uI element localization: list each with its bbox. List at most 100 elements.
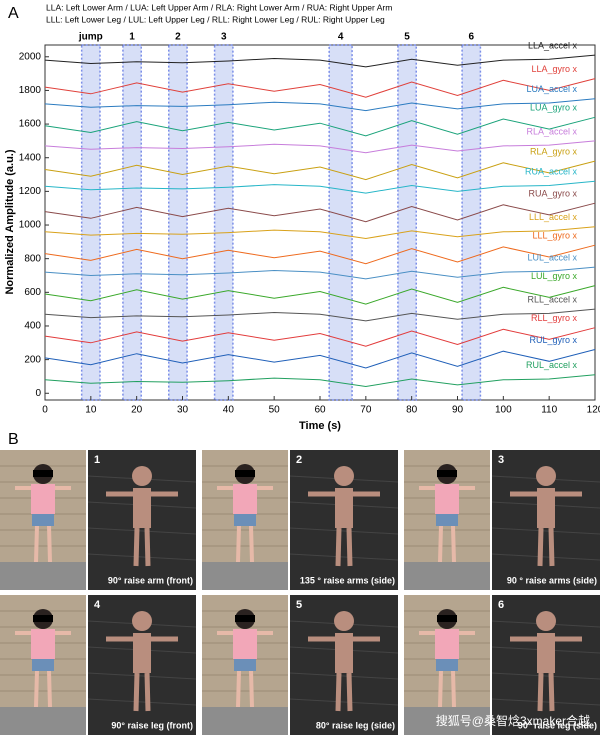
highlight-region: [461, 44, 482, 401]
shorts: [32, 659, 54, 671]
header-line: LLL: Left Lower Leg / LUL: Left Upper Le…: [46, 14, 385, 24]
signal-line: [44, 285, 596, 305]
model-leg: [133, 672, 140, 712]
legend-label: RUL_accel x: [526, 360, 578, 370]
view-grid: [491, 553, 600, 561]
y-tick-label: 1800: [19, 85, 42, 96]
highlight-region: [80, 44, 101, 401]
highlight-region: [213, 44, 234, 401]
leg: [438, 525, 443, 563]
model-leg: [548, 672, 555, 712]
header-line: LLA: Left Lower Arm / LUA: Left Upper Ar…: [46, 2, 392, 12]
shirt: [31, 484, 55, 514]
signal-line: [44, 327, 596, 347]
legend-label: RUA_accel x: [525, 167, 578, 177]
model-head: [536, 611, 556, 631]
panel-number: 1: [94, 454, 100, 466]
model-leg: [548, 527, 555, 567]
shirt: [233, 629, 257, 659]
x-tick-label: 70: [360, 405, 372, 416]
model-head: [132, 611, 152, 631]
panel-caption: 90° raise arm (front): [108, 575, 193, 585]
x-tick-label: 90: [452, 405, 464, 416]
view-grid: [289, 527, 399, 535]
face-mask: [33, 615, 53, 622]
model-leg: [335, 527, 342, 567]
leg: [236, 670, 241, 708]
x-tick-label: 0: [42, 405, 48, 416]
signal-line: [44, 266, 596, 280]
face-mask: [235, 615, 255, 622]
x-tick-label: 10: [85, 405, 97, 416]
floor: [404, 707, 490, 735]
signal-line: [44, 374, 596, 388]
leg: [249, 670, 254, 708]
signal-line: [44, 349, 596, 369]
signal-line: [44, 140, 596, 154]
legend-label: LLL_accel x: [529, 212, 578, 222]
legend-label: RLL_gyro x: [531, 313, 578, 323]
model-head: [536, 466, 556, 486]
region-label: 3: [221, 32, 227, 43]
x-tick-label: 80: [406, 405, 418, 416]
model-leg: [346, 527, 353, 567]
photo-pair: 5 80° raise leg (side): [202, 595, 399, 735]
shorts: [436, 659, 458, 671]
highlight-region: [168, 44, 188, 401]
x-tick-label: 20: [131, 405, 143, 416]
photo-pair: 3 90 ° raise arms (side): [404, 450, 600, 590]
highlight-region: [122, 44, 142, 401]
y-tick-label: 1400: [19, 152, 42, 163]
y-tick-label: 1600: [19, 119, 42, 130]
panel-number: 5: [296, 599, 302, 611]
region-label: jump: [78, 32, 103, 43]
panel-caption: 80° raise leg (side): [316, 720, 395, 730]
model-leg: [346, 672, 353, 712]
view-grid: [87, 553, 197, 561]
photo-pair: 2 135 ° raise arms (side): [202, 450, 399, 590]
panel-label: A: [8, 5, 19, 22]
watermark: 搜狐号@桑智焓3xmaker合越: [436, 713, 590, 728]
signal-line: [44, 180, 596, 194]
floor: [0, 562, 86, 590]
x-tick-label: 30: [177, 405, 189, 416]
photo-pair: 6 90° raise leg (side): [404, 595, 600, 735]
face-mask: [437, 470, 457, 477]
floor: [202, 707, 288, 735]
region-label: 1: [129, 32, 135, 43]
y-tick-label: 1000: [19, 220, 42, 231]
shorts: [234, 514, 256, 526]
y-tick-label: 200: [24, 354, 41, 365]
signal-line: [44, 160, 596, 181]
shirt: [435, 484, 459, 514]
face-mask: [235, 470, 255, 477]
model-torso: [537, 488, 555, 528]
leg: [47, 525, 52, 563]
x-tick-label: 40: [223, 405, 235, 416]
signal-line: [44, 54, 596, 68]
x-tick-label: 120: [587, 405, 600, 416]
legend-label: LLA_gyro x: [531, 64, 577, 74]
y-tick-label: 600: [24, 287, 41, 298]
model-head: [334, 466, 354, 486]
panel-label: B: [8, 431, 19, 448]
model-torso: [133, 488, 151, 528]
highlight-region: [328, 44, 353, 401]
panel-caption: 135 ° raise arms (side): [300, 575, 395, 585]
view-grid: [491, 672, 600, 680]
floor: [0, 707, 86, 735]
legend-label: LUL_accel x: [527, 252, 577, 262]
panel-caption: 90° raise leg (side): [518, 720, 597, 730]
signal-line: [44, 116, 596, 137]
model-head: [132, 466, 152, 486]
view-grid: [289, 553, 399, 561]
leg: [47, 670, 52, 708]
view-grid: [87, 698, 197, 706]
x-tick-label: 50: [269, 405, 281, 416]
legend-label: LLA_accel x: [528, 40, 578, 50]
view-grid: [289, 672, 399, 680]
region-label: 5: [404, 32, 410, 43]
legend-label: RUA_gyro x: [528, 189, 577, 199]
x-axis-label: Time (s): [299, 420, 341, 432]
